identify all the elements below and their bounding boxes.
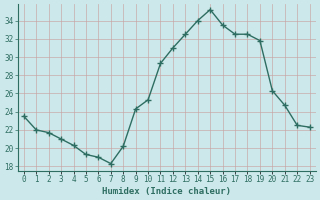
X-axis label: Humidex (Indice chaleur): Humidex (Indice chaleur)	[102, 187, 231, 196]
